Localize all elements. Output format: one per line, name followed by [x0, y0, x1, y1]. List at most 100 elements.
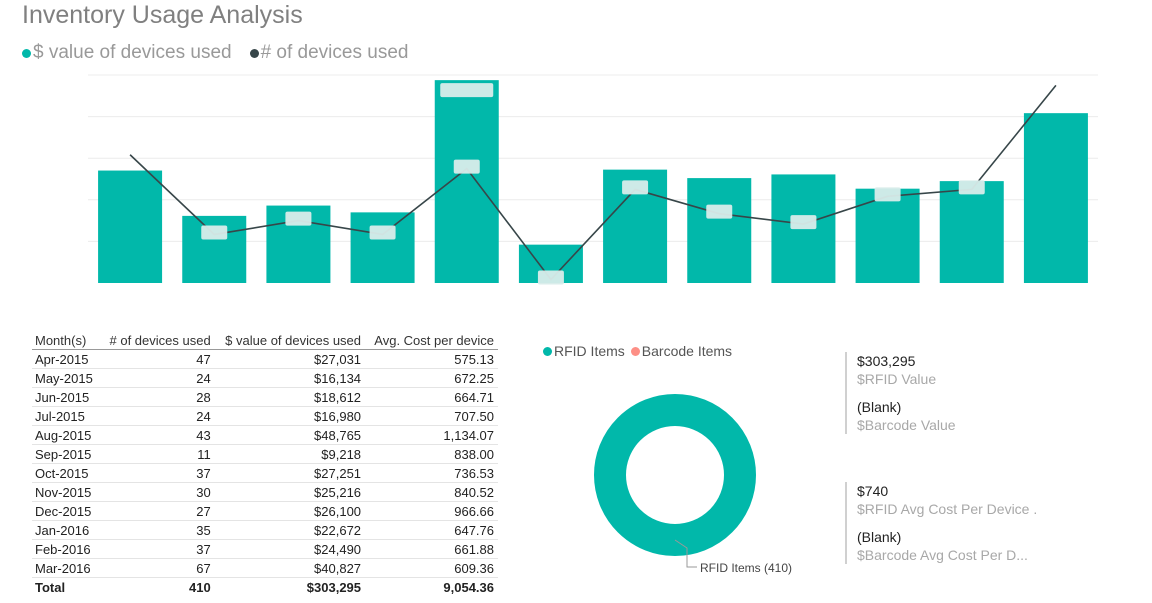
table-row: Feb-2016 37 $24,490 661.88 — [32, 539, 498, 559]
line-count-label-bg — [790, 215, 817, 230]
table-cell: 1,134.07 — [365, 425, 498, 445]
table-cell: 609.36 — [365, 558, 498, 578]
table-row: Dec-2015 27 $26,100 966.66 — [32, 501, 498, 521]
table-cell: 24 — [101, 368, 215, 388]
table-cell: Jun-2015 — [32, 387, 102, 407]
legend-item-count[interactable]: # of devices used — [249, 42, 409, 64]
table-row: Jul-2015 24 $16,980 707.50 — [32, 406, 498, 426]
line-count-label-group — [285, 211, 312, 226]
legend-label-value: $ value of devices used — [33, 42, 232, 63]
combo-chart — [88, 74, 1098, 285]
table-cell: 9,054.36 — [365, 577, 498, 596]
line-count-label-group — [958, 180, 985, 195]
data-labels — [201, 83, 985, 285]
bar-series — [98, 80, 1088, 283]
table-cell: 840.52 — [365, 482, 498, 502]
chart-legend: $ value of devices used # of devices use… — [22, 42, 426, 64]
table-row: Aug-2015 43 $48,765 1,134.07 — [32, 425, 498, 445]
donut-legend-rfid[interactable]: RFID Items — [543, 343, 625, 359]
legend-dot-teal-icon — [543, 346, 552, 356]
bar-value-label-group — [440, 83, 494, 98]
table-cell: 37 — [101, 463, 215, 483]
table-row: Sep-2015 11 $9,218 838.00 — [32, 444, 498, 464]
table-cell: 410 — [101, 577, 215, 596]
table-cell: 664.71 — [365, 387, 498, 407]
line-count-label-bg — [874, 187, 901, 202]
legend-label-count: # of devices used — [260, 42, 409, 63]
donut-legend: RFID Items Barcode Items — [543, 343, 738, 359]
table-cell: Nov-2015 — [32, 482, 102, 502]
line-count-label-bg — [453, 159, 480, 174]
line-count-label-bg — [537, 270, 564, 285]
bar — [434, 80, 499, 283]
table-cell: $16,980 — [214, 406, 366, 426]
bar — [855, 188, 920, 283]
table-cell: Apr-2015 — [32, 349, 102, 369]
table-cell: 24 — [101, 406, 215, 426]
usage-table: Month(s) # of devices used $ value of devi… — [32, 331, 498, 596]
table-row: May-2015 24 $16,134 672.25 — [32, 368, 498, 388]
table-cell: $40,827 — [214, 558, 366, 578]
table-cell: 28 — [101, 387, 215, 407]
column-header[interactable]: Month(s) — [32, 331, 102, 350]
donut-ring-rfid[interactable] — [594, 394, 756, 556]
table-row: Apr-2015 47 $27,031 575.13 — [32, 349, 498, 369]
table-row: Oct-2015 37 $27,251 736.53 — [32, 463, 498, 483]
bar — [350, 212, 415, 283]
table-cell: Jul-2015 — [32, 406, 102, 426]
donut-leader-line — [674, 539, 697, 568]
donut-slice-label: RFID Items (410) — [700, 561, 792, 575]
table-cell: $16,134 — [214, 368, 366, 388]
bar — [939, 181, 1004, 283]
table-cell: Oct-2015 — [32, 463, 102, 483]
table-cell: $18,612 — [214, 387, 366, 407]
line-count-label-group — [622, 180, 649, 195]
bar — [1023, 113, 1088, 283]
report-title: Inventory Usage Analysis — [22, 1, 303, 29]
line-count-label-group — [369, 225, 396, 240]
table-cell: 672.25 — [365, 368, 498, 388]
card-rfid-avg-number: $740 — [857, 483, 889, 499]
line-count-label-group — [537, 270, 564, 285]
donut-chart: RFID Items (410) — [594, 394, 792, 575]
donut-legend-barcode-label: Barcode Items — [641, 343, 733, 359]
line-count-label-bg — [622, 180, 649, 195]
table-row: Jun-2015 28 $18,612 664.71 — [32, 387, 498, 407]
table-row: Nov-2015 30 $25,216 840.52 — [32, 482, 498, 502]
table-cell: Aug-2015 — [32, 425, 102, 445]
table-cell: 30 — [101, 482, 215, 502]
table-cell: 67 — [101, 558, 215, 578]
table-cell: 35 — [101, 520, 215, 540]
card-rfid-value-label: $RFID Value — [857, 371, 937, 387]
table-cell: 27 — [101, 501, 215, 521]
line-count-label-group — [453, 159, 480, 174]
bar-value-label-bg — [440, 83, 494, 98]
table-cell: 838.00 — [365, 444, 498, 464]
column-header[interactable]: $ value of devices used — [214, 331, 366, 350]
table-cell: Mar-2016 — [32, 558, 102, 578]
table-body: Apr-2015 47 $27,031 575.13 May-2015 24 $16,134… — [32, 349, 498, 596]
bar — [98, 170, 163, 283]
card-rfid-avg-label: $RFID Avg Cost Per Device . — [857, 501, 1038, 517]
count-line — [129, 84, 1057, 281]
legend-dot-salmon-icon — [630, 346, 640, 356]
card-avg-cost: $740 $RFID Avg Cost Per Device . (Blank)… — [845, 482, 1037, 564]
line-count-label-group — [201, 225, 228, 240]
line-series — [129, 84, 1057, 281]
donut-legend-barcode[interactable]: Barcode Items — [630, 343, 733, 359]
table-cell: 736.53 — [365, 463, 498, 483]
card-barcode-avg-number: (Blank) — [857, 529, 902, 545]
table-cell: $22,672 — [214, 520, 366, 540]
table-cell: 707.50 — [365, 406, 498, 426]
table-cell: 37 — [101, 539, 215, 559]
line-count-label-group — [874, 187, 901, 202]
column-header[interactable]: # of devices used — [101, 331, 215, 350]
table-cell: $27,031 — [214, 349, 366, 369]
table-cell: 647.76 — [365, 520, 498, 540]
table-cell: 47 — [101, 349, 215, 369]
card-barcode-value-label: $Barcode Value — [857, 417, 956, 433]
legend-item-value[interactable]: $ value of devices used — [22, 42, 232, 64]
column-header[interactable]: Avg. Cost per device — [365, 331, 498, 350]
table-cell: $25,216 — [214, 482, 366, 502]
card-barcode-avg-label: $Barcode Avg Cost Per D... — [857, 547, 1028, 563]
